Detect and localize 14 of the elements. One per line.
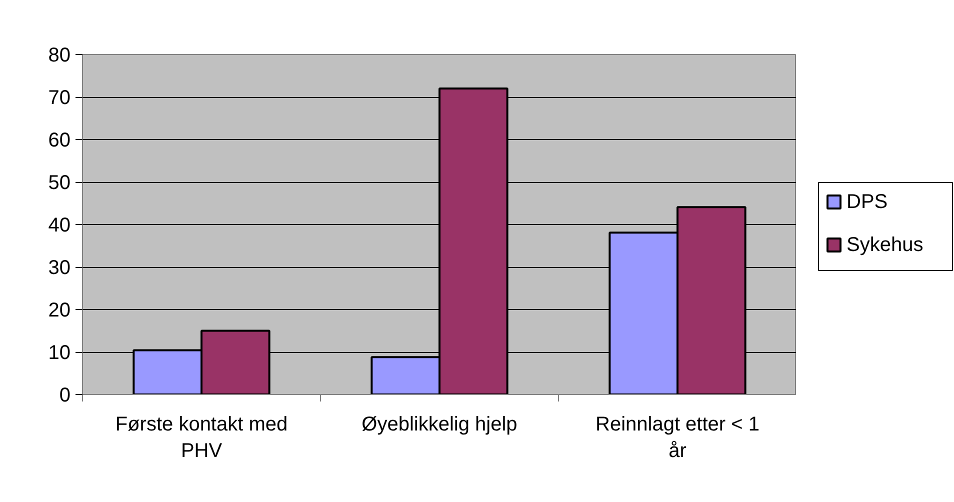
legend-label: Sykehus — [846, 234, 924, 256]
legend-label: DPS — [846, 191, 888, 213]
x-tick-label: Reinnlagt etter < 1 år — [596, 414, 760, 462]
y-tick-label: 30 — [48, 257, 71, 279]
y-tick-label: 80 — [48, 44, 71, 66]
y-tick-label: 50 — [48, 172, 71, 194]
y-tick-label: 70 — [48, 87, 71, 109]
y-tick-label: 40 — [48, 214, 71, 236]
y-tick-label: 20 — [48, 300, 71, 322]
x-tick-label: Første kontakt med PHV — [115, 414, 288, 462]
y-tick-label: 10 — [48, 342, 71, 364]
y-tick-label: 0 — [59, 384, 70, 406]
y-tick-label: 60 — [48, 130, 71, 152]
x-tick-label: Øyeblikkelig hjelp — [362, 414, 518, 436]
